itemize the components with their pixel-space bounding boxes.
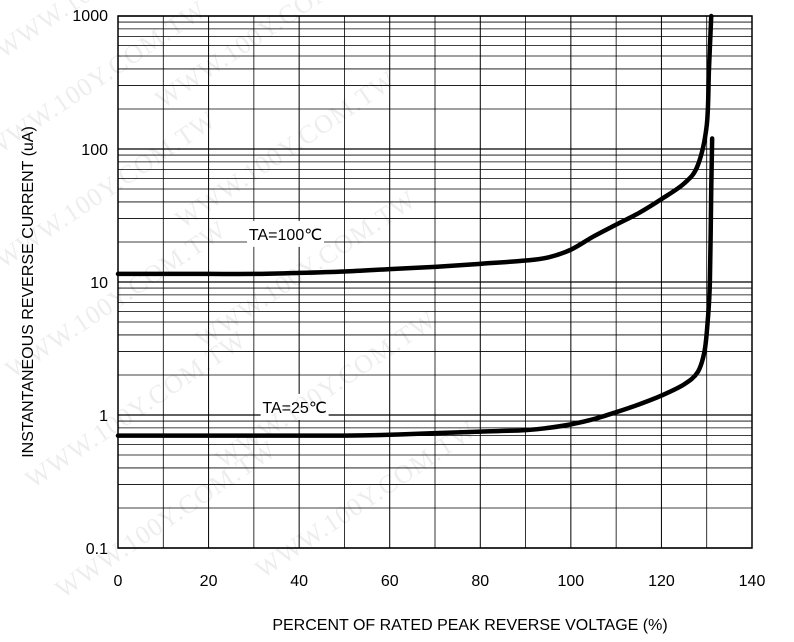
series-line bbox=[115, 13, 714, 277]
annotation-label: TA=25℃ bbox=[262, 400, 326, 417]
y-tick-label: 100 bbox=[81, 142, 108, 159]
x-tick-label: 100 bbox=[558, 573, 585, 590]
series-lines bbox=[115, 13, 715, 438]
y-tick-label: 0.1 bbox=[86, 541, 108, 558]
x-tick-label: 0 bbox=[114, 573, 123, 590]
y-tick-label: 1 bbox=[99, 408, 108, 425]
x-tick-labels: 0 20 40 60 80 100 120 140 bbox=[114, 573, 766, 590]
x-tick-label: 80 bbox=[471, 573, 489, 590]
x-axis-label: PERCENT OF RATED PEAK REVERSE VOLTAGE (%… bbox=[272, 617, 667, 634]
x-tick-label: 20 bbox=[200, 573, 218, 590]
plot-frame bbox=[117, 15, 753, 549]
x-tick-label: 60 bbox=[381, 573, 399, 590]
x-tick-label: 40 bbox=[290, 573, 308, 590]
series-annotations: TA=100℃ TA=25℃ bbox=[247, 220, 329, 420]
y-tick-labels: 0.1 1 10 100 1000 bbox=[72, 8, 108, 558]
annotation-background bbox=[260, 393, 329, 420]
x-tick-label: 140 bbox=[739, 573, 766, 590]
y-tick-label: 1000 bbox=[72, 8, 108, 25]
major-grid bbox=[117, 15, 753, 549]
x-tick-label: 120 bbox=[648, 573, 675, 590]
annotation-background bbox=[247, 220, 325, 247]
y-tick-label: 10 bbox=[90, 275, 108, 292]
y-axis-label: INSTANTANEOUS REVERSE CURRENT (uA) bbox=[20, 126, 37, 458]
annotation-label: TA=100℃ bbox=[249, 227, 322, 244]
series-line bbox=[115, 136, 715, 438]
